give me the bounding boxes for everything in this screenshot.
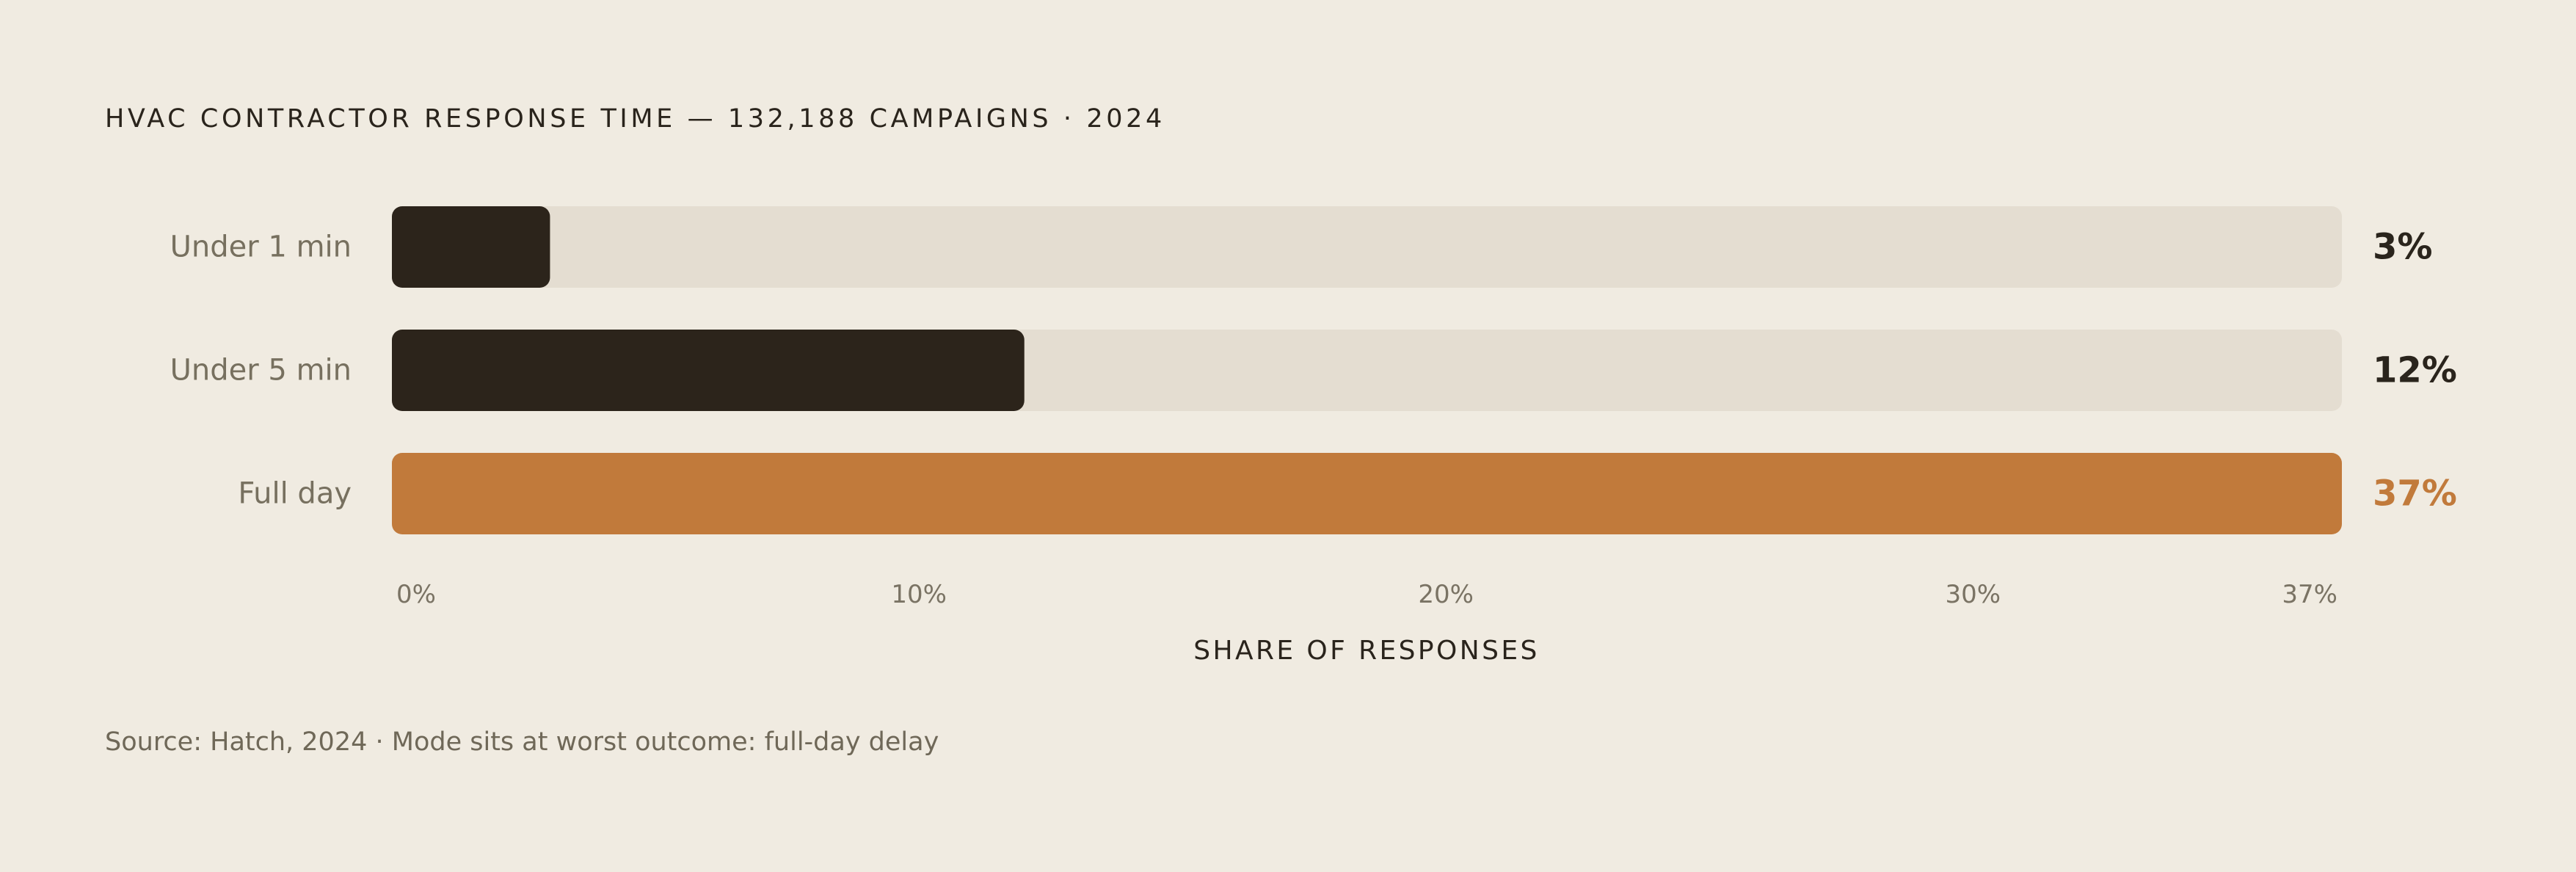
- value-label: 3%: [2373, 227, 2433, 268]
- x-tick-label: 0%: [396, 580, 436, 609]
- x-tick-label: 30%: [1946, 580, 2001, 609]
- category-label: Under 5 min: [170, 354, 352, 388]
- bar: [392, 330, 1025, 411]
- x-axis-label: SHARE OF RESPONSES: [1193, 636, 1540, 666]
- x-tick-label: 10%: [891, 580, 947, 609]
- bar: [392, 453, 2342, 534]
- source-note: Source: Hatch, 2024 · Mode sits at worst…: [105, 727, 939, 757]
- value-label: 37%: [2373, 473, 2457, 515]
- bar-track: [392, 206, 2342, 288]
- chart-title: HVAC CONTRACTOR RESPONSE TIME — 132,188 …: [105, 104, 1165, 134]
- x-tick-label: 37%: [2282, 580, 2337, 609]
- value-label: 12%: [2373, 350, 2457, 391]
- x-tick-label: 20%: [1418, 580, 1474, 609]
- category-label: Full day: [238, 477, 352, 511]
- bar: [392, 206, 550, 288]
- category-label: Under 1 min: [170, 230, 352, 264]
